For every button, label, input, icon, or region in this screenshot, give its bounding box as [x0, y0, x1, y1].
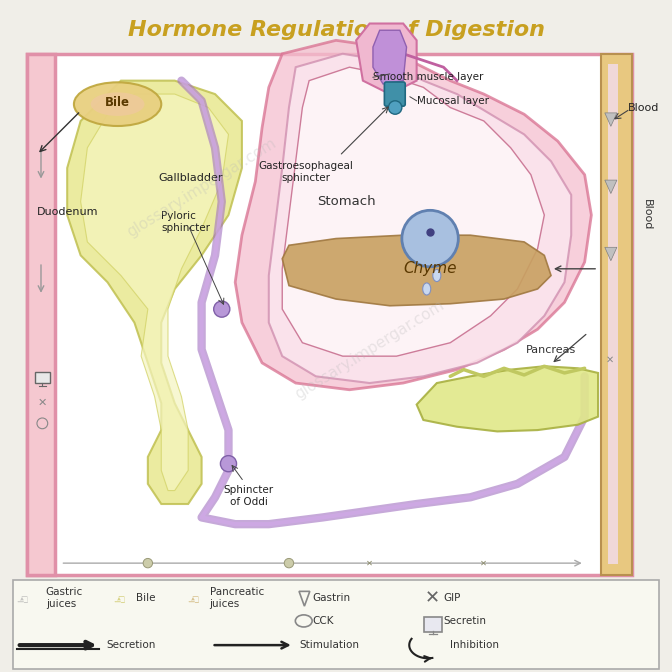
Bar: [35, 372, 50, 383]
Polygon shape: [605, 247, 617, 261]
Text: CCK: CCK: [312, 616, 334, 626]
Text: Smooth muscle layer: Smooth muscle layer: [373, 73, 483, 82]
Circle shape: [143, 558, 153, 568]
Text: Gastroesophageal
sphincter: Gastroesophageal sphincter: [258, 161, 353, 183]
Text: Chyme: Chyme: [403, 261, 457, 276]
Polygon shape: [269, 54, 571, 383]
Text: Stimulation: Stimulation: [299, 640, 359, 650]
Text: Sphincter
of Oddi: Sphincter of Oddi: [224, 485, 274, 507]
Text: Bile: Bile: [136, 593, 155, 603]
Text: Inhibition: Inhibition: [450, 640, 499, 650]
Text: Pancreas: Pancreas: [526, 345, 576, 355]
Polygon shape: [356, 24, 417, 94]
Text: Gastric
juices: Gastric juices: [46, 587, 83, 609]
Text: glossary.impergar.com: glossary.impergar.com: [292, 297, 447, 402]
Ellipse shape: [91, 93, 144, 116]
Ellipse shape: [433, 269, 441, 282]
Text: ☞: ☞: [14, 591, 26, 605]
Polygon shape: [81, 94, 228, 491]
Bar: [27, 54, 55, 575]
Text: GIP: GIP: [444, 593, 461, 603]
Text: ✕: ✕: [605, 355, 614, 364]
Polygon shape: [67, 81, 242, 504]
Text: ✕: ✕: [425, 589, 439, 607]
Text: ✕: ✕: [38, 398, 47, 408]
FancyBboxPatch shape: [384, 82, 405, 106]
Ellipse shape: [423, 283, 431, 295]
Text: Bile: Bile: [105, 96, 130, 110]
Polygon shape: [605, 180, 617, 194]
Text: Stomach: Stomach: [317, 195, 376, 208]
Circle shape: [402, 210, 458, 267]
Text: ✕: ✕: [480, 558, 487, 568]
Text: Secretin: Secretin: [444, 616, 487, 626]
FancyBboxPatch shape: [424, 617, 442, 632]
Circle shape: [214, 301, 230, 317]
Polygon shape: [282, 235, 551, 306]
Text: Gastrin: Gastrin: [312, 593, 351, 603]
Bar: [27, 54, 632, 575]
Text: ☞: ☞: [185, 591, 198, 605]
Bar: [601, 54, 632, 575]
Text: Blood: Blood: [628, 103, 660, 112]
Text: Mucosal layer: Mucosal layer: [417, 96, 489, 106]
Text: Pyloric
sphincter: Pyloric sphincter: [161, 211, 210, 233]
Text: ☞: ☞: [112, 591, 124, 605]
Circle shape: [220, 456, 237, 472]
Polygon shape: [417, 366, 598, 431]
Circle shape: [284, 558, 294, 568]
Text: Pancreatic
juices: Pancreatic juices: [210, 587, 264, 609]
Polygon shape: [282, 67, 544, 356]
Polygon shape: [235, 40, 591, 390]
Text: Gallbladder: Gallbladder: [158, 173, 222, 183]
Text: Blood: Blood: [642, 200, 652, 230]
Circle shape: [388, 101, 402, 114]
Text: ✕: ✕: [366, 558, 373, 568]
Text: Hormone Regulation of Digestion: Hormone Regulation of Digestion: [128, 20, 544, 40]
Text: glossary.impergar.com: glossary.impergar.com: [124, 136, 279, 241]
Polygon shape: [373, 30, 407, 84]
Text: Secretion: Secretion: [106, 640, 155, 650]
Bar: [13, 580, 659, 669]
Polygon shape: [605, 113, 617, 126]
Bar: [608, 64, 618, 564]
Text: Duodenum: Duodenum: [36, 207, 98, 216]
Ellipse shape: [74, 82, 161, 126]
